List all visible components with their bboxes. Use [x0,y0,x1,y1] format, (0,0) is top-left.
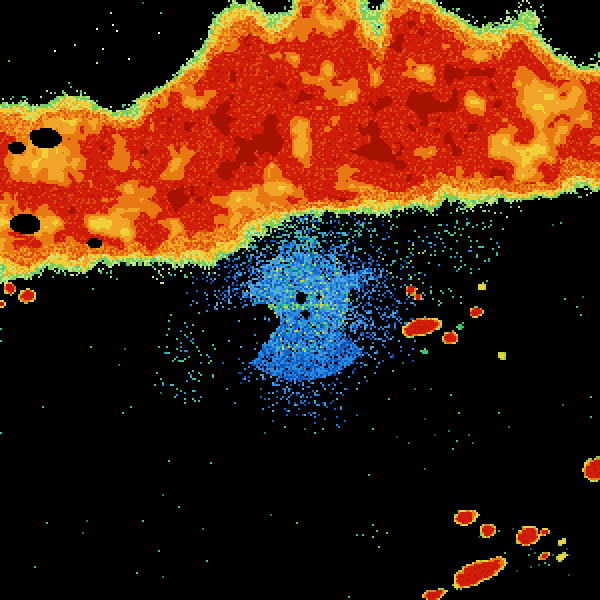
radar-display [0,0,600,600]
radar-reflectivity-canvas [0,0,600,600]
